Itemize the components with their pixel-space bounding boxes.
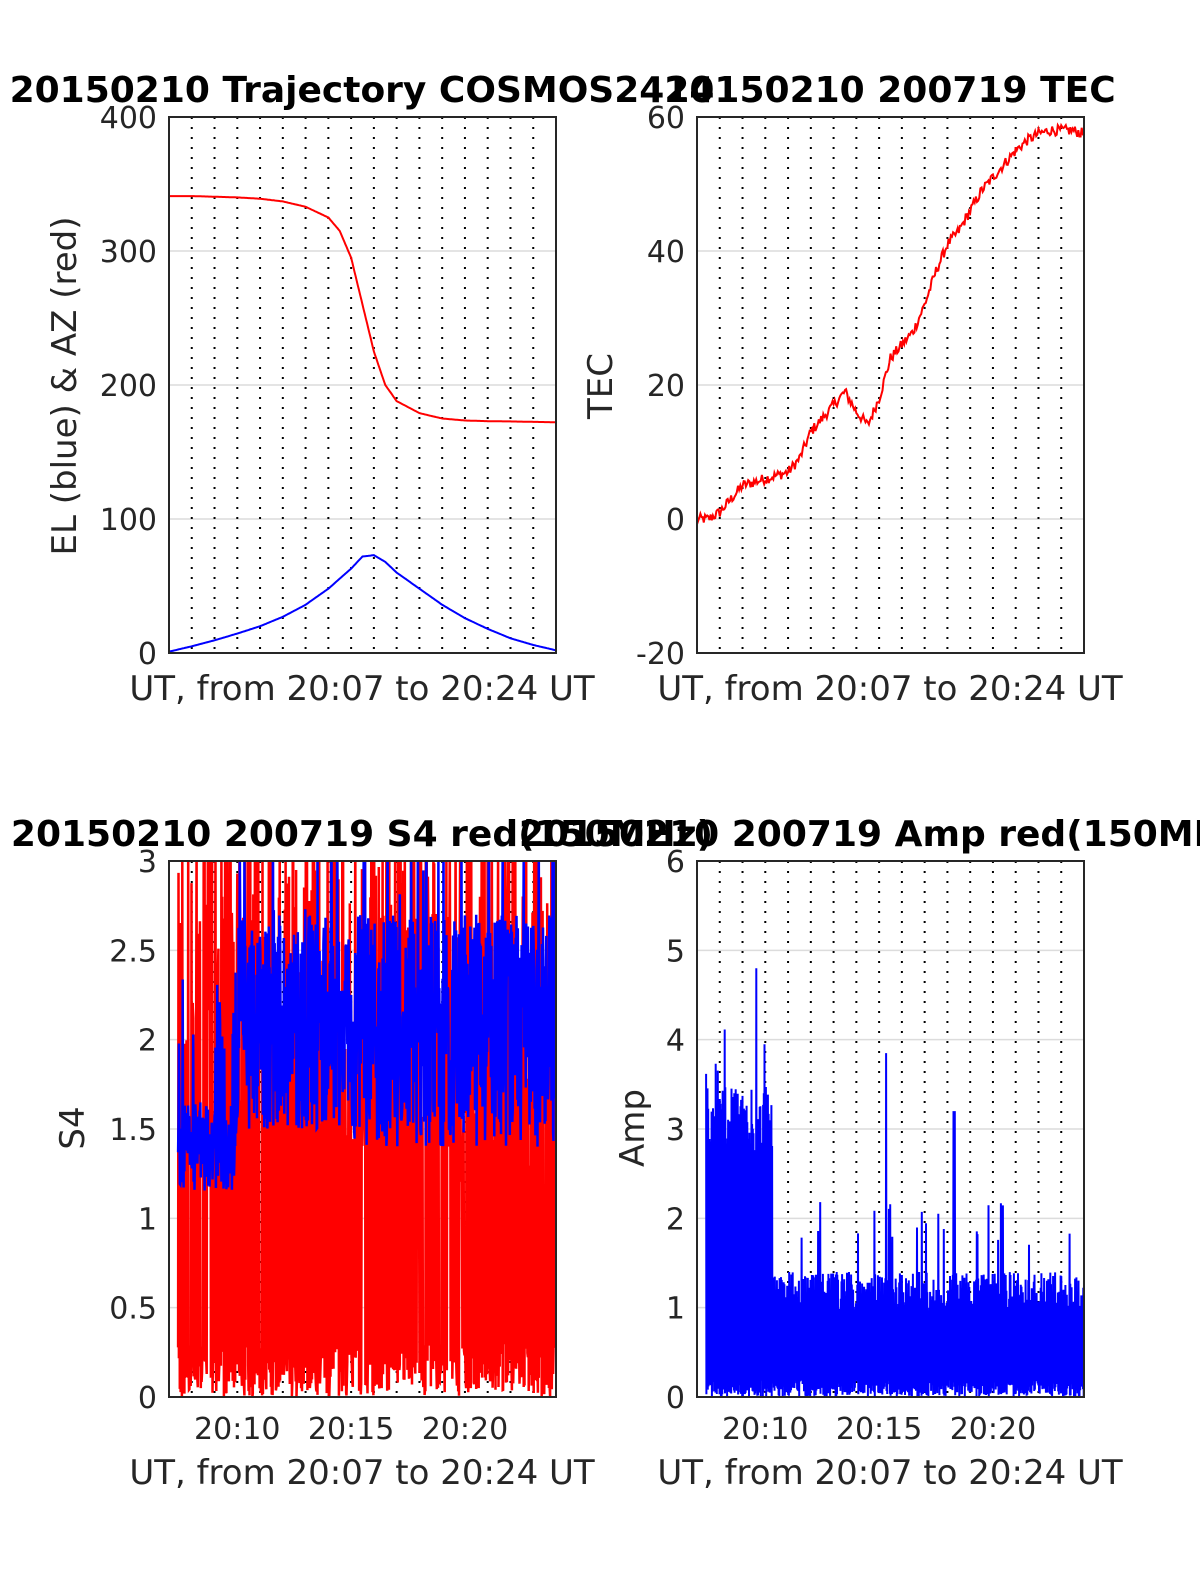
xlabel-trajectory: UT, from 20:07 to 20:24 UT xyxy=(129,669,595,709)
title-tec: 20150210 200719 TEC xyxy=(664,70,1115,111)
ylabel-trajectory: EL (blue) & AZ (red) xyxy=(45,216,85,555)
ylabel-amp: Amp xyxy=(613,1089,653,1167)
series-line xyxy=(697,122,1084,525)
y-tick-label: 5 xyxy=(666,934,685,969)
plot-s4: 0 0.5 1 1.5 2 2.5 3 20:10 20:15 20:20 xyxy=(109,845,557,1447)
ylabel-tec: TEC xyxy=(581,353,621,420)
y-tick-label: 200 xyxy=(100,369,157,404)
y-tick-label: 20 xyxy=(647,369,685,404)
xlabel-s4: UT, from 20:07 to 20:24 UT xyxy=(129,1453,595,1493)
xlabel-amp: UT, from 20:07 to 20:24 UT xyxy=(657,1453,1123,1493)
x-tick-label: 20:20 xyxy=(422,1412,508,1447)
y-tick-label: 6 xyxy=(666,845,685,880)
x-tick-label: 20:10 xyxy=(722,1412,808,1447)
axes-frame xyxy=(696,116,1085,654)
y-tick-label: 40 xyxy=(647,235,685,270)
title-trajectory: 20150210 Trajectory COSMOS2414 xyxy=(10,70,715,111)
y-tick-label: 4 xyxy=(666,1024,685,1059)
y-tick-label: -20 xyxy=(636,637,685,672)
ylabel-s4: S4 xyxy=(53,1106,93,1149)
y-tick-label: 3 xyxy=(138,845,157,880)
y-tick-label: 400 xyxy=(100,101,157,136)
series-line-red xyxy=(176,861,556,1397)
y-tick-label: 100 xyxy=(100,503,157,538)
y-tick-label: 1 xyxy=(666,1292,685,1327)
y-tick-label: 60 xyxy=(647,101,685,136)
y-tick-label: 0 xyxy=(666,1381,685,1416)
x-tick-label: 20:10 xyxy=(194,1412,280,1447)
axes-frame xyxy=(696,860,1085,1398)
xlabel-tec: UT, from 20:07 to 20:24 UT xyxy=(657,669,1123,709)
y-tick-label: 2.5 xyxy=(109,934,157,969)
series-line xyxy=(169,195,556,424)
series-line-blue xyxy=(705,968,1084,1397)
x-tick-label: 20:15 xyxy=(836,1412,922,1447)
y-tick-label: 0 xyxy=(138,637,157,672)
axes-frame xyxy=(168,116,557,654)
x-tick-label: 20:15 xyxy=(308,1412,394,1447)
y-tick-label: 0 xyxy=(666,503,685,538)
series-line xyxy=(169,554,556,653)
series-line-blue xyxy=(176,861,556,1191)
y-tick-label: 0.5 xyxy=(109,1292,157,1327)
y-tick-label: 1 xyxy=(138,1202,157,1237)
y-tick-label: 1.5 xyxy=(109,1113,157,1148)
y-tick-label: 300 xyxy=(100,235,157,270)
plot-trajectory: 0 100 200 300 400 xyxy=(100,101,557,672)
y-tick-label: 2 xyxy=(666,1202,685,1237)
plot-tec: -20 0 20 40 60 xyxy=(636,101,1085,672)
x-tick-label: 20:20 xyxy=(950,1412,1036,1447)
plot-amp: 0 1 2 3 4 5 6 20:10 20:15 20:20 xyxy=(666,845,1085,1447)
y-tick-label: 3 xyxy=(666,1113,685,1148)
y-tick-label: 0 xyxy=(138,1381,157,1416)
title-amp: 20150210 200719 Amp red(150MHz) xyxy=(519,814,1200,855)
title-s4: 20150210 200719 S4 red(150MHz) xyxy=(11,814,713,855)
axes-frame xyxy=(168,860,557,1398)
y-tick-label: 2 xyxy=(138,1024,157,1059)
